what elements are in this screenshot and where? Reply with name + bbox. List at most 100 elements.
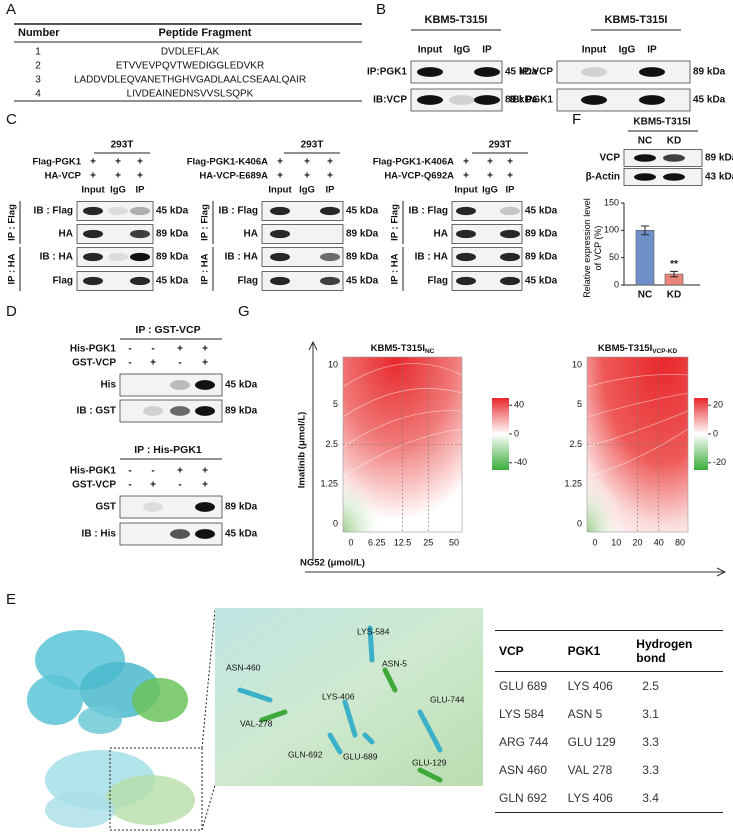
sign: + [327, 171, 333, 182]
lane-label: KD [667, 136, 681, 147]
sign: - [128, 344, 131, 355]
ip-label: IP : HA [200, 253, 211, 284]
sign: + [463, 157, 469, 168]
axis-arrow [305, 567, 727, 577]
band [474, 95, 500, 105]
x-tick-label: 50 [449, 537, 459, 547]
table-cell: LYS 584 [499, 707, 545, 721]
blot-strip [76, 224, 154, 244]
blot-row-label: IB : His [82, 529, 117, 540]
protein [132, 678, 188, 722]
sign: + [202, 344, 208, 355]
colorbar-label: -20 [713, 457, 726, 467]
ip-label: IP : Flag [200, 204, 211, 241]
residue-label: LYS-406 [322, 691, 355, 701]
sign: + [202, 466, 208, 477]
band [663, 154, 685, 162]
band [270, 252, 290, 262]
lane-label: IgG [482, 185, 498, 196]
colorbar-label: 0 [713, 428, 718, 438]
blot-row-label: IB : HA [40, 252, 73, 263]
x-tick-label: 25 [423, 537, 433, 547]
sign: - [128, 480, 131, 491]
lane-label: IP [136, 185, 146, 196]
lane-label: IP [506, 185, 516, 196]
blot-strip [410, 60, 503, 84]
band [83, 252, 103, 262]
band [195, 406, 215, 416]
y-tick-label: 0 [614, 279, 619, 289]
residue-label: GLU-744 [430, 694, 465, 704]
heatmap-title: KBM5-T315INC [371, 343, 435, 355]
x-tick-label: 0 [348, 537, 353, 547]
table-row: GLN 692 LYS 406 3.4 [495, 784, 723, 813]
table-cell: 1 [35, 47, 41, 58]
contour [586, 392, 689, 418]
band [634, 154, 656, 162]
blot-strip [451, 271, 523, 291]
y-tick-label: 0 [577, 518, 582, 528]
band [500, 206, 520, 216]
x-tick-label: 0 [592, 537, 597, 547]
bar [635, 230, 655, 286]
colorbar-label: 20 [713, 400, 723, 410]
ip-label: IP : Flag [7, 204, 18, 241]
blot-strip [410, 88, 503, 112]
residue-stick [367, 625, 375, 663]
y-tick-label: 1.25 [320, 479, 338, 489]
lane-label: IP [647, 45, 657, 56]
table-row: GLU 689 LYS 406 2.5 [495, 672, 723, 701]
band [500, 229, 520, 239]
sign: + [277, 157, 283, 168]
band [270, 276, 290, 286]
sign: + [304, 157, 310, 168]
y-axis-label: Relative expression level of VCP (%) [582, 198, 603, 298]
band [320, 206, 340, 216]
blot-row-label: His [100, 380, 116, 391]
panel-label: C [6, 111, 17, 128]
table-cell: GLU 689 [499, 679, 548, 693]
table-header: Number [18, 27, 60, 39]
table-cell: 4 [35, 89, 41, 100]
residue-label: VAL-278 [240, 718, 273, 728]
residue-stick [237, 687, 273, 703]
residue-label: ASN-5 [382, 658, 407, 668]
table-cell: 2 [35, 61, 41, 72]
band [581, 95, 607, 105]
size-label: 45 kDa [225, 529, 258, 540]
residue-label: GLN-692 [288, 749, 323, 759]
size-label: 89 kDa [693, 67, 726, 78]
band [500, 252, 520, 262]
band [500, 276, 520, 286]
blot-row-label: IB:VCP [373, 95, 407, 106]
lane-label: Input [418, 45, 443, 56]
blot-row-label: IB : HA [415, 252, 448, 263]
condition-label: Flag-PGK1 [32, 157, 81, 168]
band [195, 502, 215, 512]
band [143, 406, 163, 416]
title-subscript: NC [425, 348, 435, 355]
residue-stick [382, 667, 398, 693]
lane-label: Input [582, 45, 607, 56]
lane-label: IgG [454, 45, 471, 56]
size-label: 45 kDa [525, 276, 558, 287]
sign: + [177, 344, 183, 355]
protein [105, 775, 195, 825]
table-cell: ETVVEVPQVTWEDIGGLEDVKR [116, 61, 264, 72]
ip-label: IP : His-PGK1 [134, 444, 202, 456]
lane-label: NC [638, 136, 652, 147]
ip-label: IP : HA [7, 253, 18, 284]
blot-strip [451, 247, 523, 267]
sign: + [463, 171, 469, 182]
table-header: Hydrogen bond [632, 630, 723, 672]
blot-strip [261, 224, 344, 244]
sign: + [304, 171, 310, 182]
band [130, 276, 150, 286]
band [456, 276, 476, 286]
blot-row-label: HA [244, 229, 258, 240]
blot-row-label: IB : HA [225, 252, 258, 263]
y-tick-label: 10 [572, 359, 582, 369]
size-label: 89 kDa [225, 502, 258, 513]
y-tick-label: 150 [604, 197, 619, 207]
